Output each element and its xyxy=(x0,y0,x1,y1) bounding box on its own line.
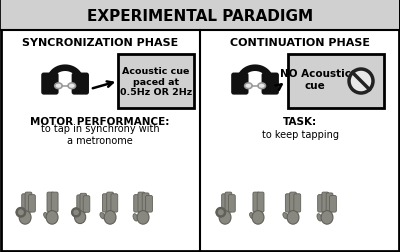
FancyBboxPatch shape xyxy=(118,55,194,109)
Circle shape xyxy=(349,70,373,94)
FancyBboxPatch shape xyxy=(80,194,86,212)
Text: EXPERIMENTAL PARADIGM: EXPERIMENTAL PARADIGM xyxy=(87,9,313,23)
FancyBboxPatch shape xyxy=(318,195,324,212)
Ellipse shape xyxy=(317,214,322,221)
FancyBboxPatch shape xyxy=(262,73,279,95)
FancyBboxPatch shape xyxy=(138,192,145,212)
FancyBboxPatch shape xyxy=(134,195,140,212)
Text: NO Acoustic
cue: NO Acoustic cue xyxy=(280,69,350,90)
Circle shape xyxy=(72,209,80,216)
Ellipse shape xyxy=(287,211,299,224)
Ellipse shape xyxy=(137,211,149,224)
Ellipse shape xyxy=(283,213,288,219)
Text: CONTINUATION PHASE: CONTINUATION PHASE xyxy=(230,38,370,48)
FancyBboxPatch shape xyxy=(257,192,264,212)
FancyBboxPatch shape xyxy=(72,73,89,95)
Ellipse shape xyxy=(44,213,49,219)
FancyBboxPatch shape xyxy=(22,194,28,212)
Ellipse shape xyxy=(321,211,333,224)
Text: Acoustic cue
paced at
0.5Hz OR 2Hz: Acoustic cue paced at 0.5Hz OR 2Hz xyxy=(120,67,192,97)
FancyBboxPatch shape xyxy=(253,192,260,212)
Ellipse shape xyxy=(46,211,58,224)
Ellipse shape xyxy=(104,211,116,224)
FancyBboxPatch shape xyxy=(47,192,54,212)
FancyBboxPatch shape xyxy=(294,194,301,212)
Ellipse shape xyxy=(244,84,252,89)
FancyBboxPatch shape xyxy=(228,195,235,212)
FancyBboxPatch shape xyxy=(146,196,152,212)
FancyBboxPatch shape xyxy=(102,194,109,212)
Ellipse shape xyxy=(252,211,264,224)
Text: to keep tapping: to keep tapping xyxy=(262,130,338,139)
Text: to tap in synchrony with
a metronome: to tap in synchrony with a metronome xyxy=(41,124,160,145)
FancyBboxPatch shape xyxy=(225,192,232,212)
FancyBboxPatch shape xyxy=(51,192,58,212)
FancyBboxPatch shape xyxy=(83,196,90,212)
Ellipse shape xyxy=(250,213,255,219)
Text: MOTOR PERFORMANCE:: MOTOR PERFORMANCE: xyxy=(30,116,170,127)
Ellipse shape xyxy=(55,84,62,89)
Text: TASK:: TASK: xyxy=(283,116,317,127)
Ellipse shape xyxy=(133,214,138,221)
Ellipse shape xyxy=(258,84,266,89)
Ellipse shape xyxy=(219,211,231,224)
FancyBboxPatch shape xyxy=(1,1,399,31)
FancyBboxPatch shape xyxy=(330,196,336,212)
Text: SYNCRONIZATION PHASE: SYNCRONIZATION PHASE xyxy=(22,38,178,48)
FancyBboxPatch shape xyxy=(111,194,118,212)
Ellipse shape xyxy=(74,211,86,224)
FancyBboxPatch shape xyxy=(107,192,114,212)
Ellipse shape xyxy=(68,84,76,89)
FancyBboxPatch shape xyxy=(222,194,228,212)
Circle shape xyxy=(216,208,225,217)
FancyBboxPatch shape xyxy=(41,73,58,95)
FancyBboxPatch shape xyxy=(77,195,83,212)
FancyBboxPatch shape xyxy=(326,193,333,212)
Ellipse shape xyxy=(100,213,105,219)
FancyBboxPatch shape xyxy=(290,192,296,212)
FancyBboxPatch shape xyxy=(288,55,384,109)
FancyBboxPatch shape xyxy=(142,193,149,212)
FancyBboxPatch shape xyxy=(25,192,32,212)
Ellipse shape xyxy=(19,211,31,224)
FancyBboxPatch shape xyxy=(322,192,329,212)
FancyBboxPatch shape xyxy=(231,73,248,95)
FancyBboxPatch shape xyxy=(285,194,292,212)
FancyBboxPatch shape xyxy=(28,195,35,212)
Circle shape xyxy=(17,208,25,217)
